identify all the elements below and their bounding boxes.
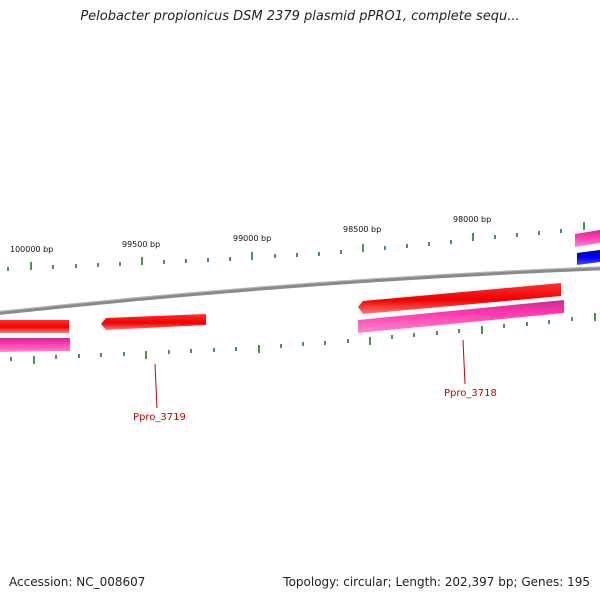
feature-blue-edge bbox=[577, 250, 600, 265]
scale-label-98000: 98000 bp bbox=[453, 215, 491, 224]
leader-line-ppro-3718 bbox=[462, 339, 466, 385]
topology-summary: Topology: circular; Length: 202,397 bp; … bbox=[283, 575, 590, 589]
upper-tick-ring bbox=[7, 222, 585, 271]
cds-ppro-3719[interactable] bbox=[101, 314, 206, 330]
accession-text: Accession: NC_008607 bbox=[9, 575, 146, 589]
gene-label-ppro-3718[interactable]: Ppro_3718 bbox=[444, 388, 497, 399]
lower-tick-ring bbox=[10, 313, 596, 364]
feature-pink-edge-top bbox=[575, 230, 600, 247]
scale-label-100000: 100000 bp bbox=[10, 245, 53, 254]
map-title: Pelobacter propionicus DSM 2379 plasmid … bbox=[80, 9, 520, 24]
gene-ppro-3718[interactable] bbox=[358, 300, 564, 333]
scale-label-99500: 99500 bp bbox=[122, 240, 160, 249]
backbone-arc bbox=[0, 266, 600, 315]
leader-line-ppro-3719 bbox=[154, 363, 158, 409]
gene-label-ppro-3719[interactable]: Ppro_3719 bbox=[133, 412, 186, 423]
scale-label-98500: 98500 bp bbox=[343, 225, 381, 234]
scale-label-99000: 99000 bp bbox=[233, 234, 271, 243]
cds-ppro-3718[interactable] bbox=[358, 283, 561, 314]
cds-left-edge[interactable] bbox=[0, 320, 69, 333]
gene-left-edge[interactable] bbox=[0, 338, 70, 352]
